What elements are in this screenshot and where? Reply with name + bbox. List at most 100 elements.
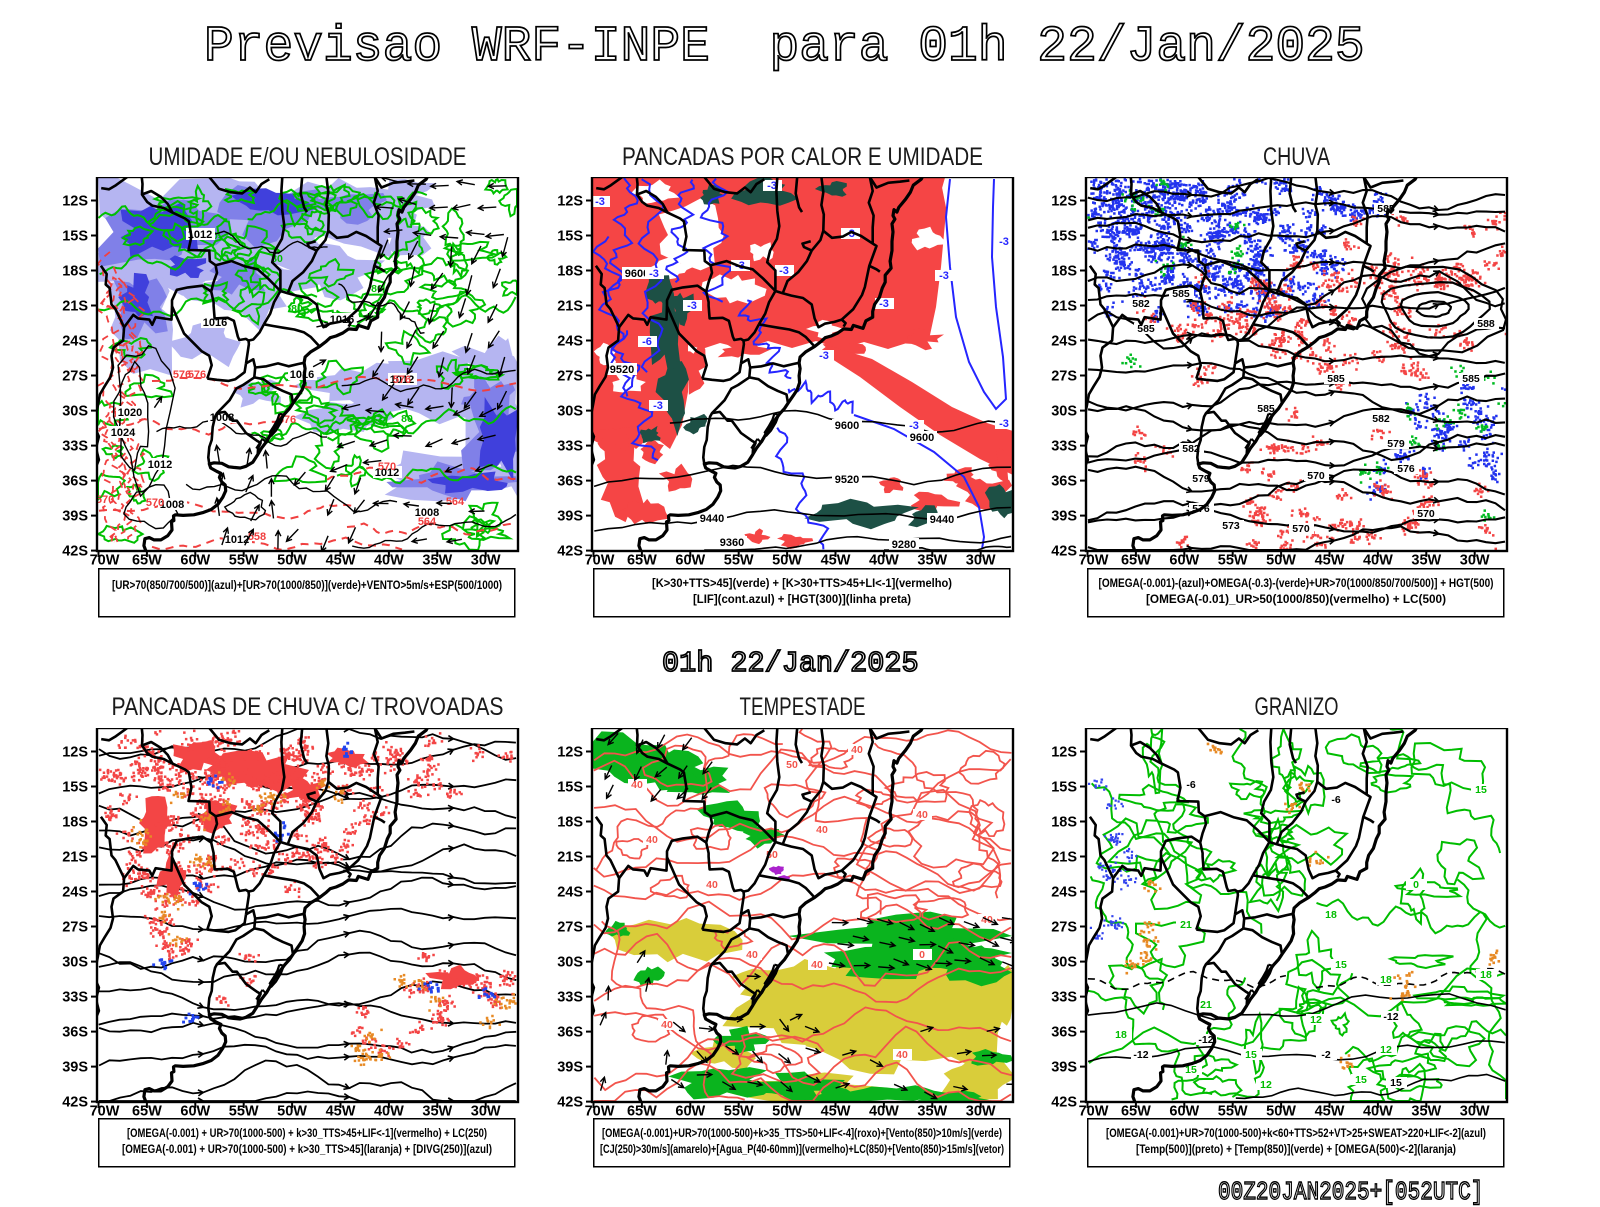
- svg-text:80: 80: [271, 253, 283, 265]
- svg-text:18: 18: [1115, 1029, 1127, 1041]
- svg-text:80: 80: [371, 283, 383, 295]
- svg-text:12: 12: [1380, 1044, 1392, 1056]
- svg-text:585: 585: [1462, 373, 1480, 385]
- svg-text:570: 570: [95, 494, 113, 506]
- svg-text:TEMPESTADE: TEMPESTADE: [740, 693, 866, 721]
- svg-text:UMIDADE E/OU NEBULOSIDADE: UMIDADE E/OU NEBULOSIDADE: [148, 143, 466, 171]
- svg-text:-3: -3: [1000, 418, 1010, 430]
- svg-text:-12: -12: [1198, 1034, 1213, 1046]
- svg-text:40: 40: [852, 744, 864, 756]
- svg-text:15: 15: [1475, 784, 1487, 796]
- svg-text:1016: 1016: [289, 369, 313, 381]
- svg-text:15: 15: [1185, 1064, 1197, 1076]
- svg-text:573: 573: [1222, 520, 1240, 532]
- svg-text:582: 582: [1372, 413, 1390, 425]
- svg-text:-6: -6: [1331, 794, 1340, 806]
- svg-text:585: 585: [1172, 288, 1190, 300]
- svg-text:-3: -3: [880, 298, 890, 310]
- svg-text:50: 50: [787, 759, 799, 771]
- svg-text:-3: -3: [768, 180, 778, 192]
- svg-text:40: 40: [662, 1019, 674, 1031]
- svg-text:576: 576: [172, 369, 190, 381]
- svg-text:-6: -6: [1186, 779, 1195, 791]
- svg-text:1012: 1012: [389, 374, 413, 386]
- svg-text:1012: 1012: [374, 467, 398, 479]
- svg-text:570: 570: [145, 497, 163, 509]
- svg-text:-12: -12: [1383, 1011, 1398, 1023]
- svg-text:576: 576: [392, 374, 410, 386]
- svg-text:18: 18: [1480, 969, 1492, 981]
- svg-text:-3: -3: [654, 400, 664, 412]
- svg-text:582: 582: [1182, 443, 1200, 455]
- svg-text:9440: 9440: [700, 513, 724, 525]
- svg-text:[Temp(500)](preto) + [Temp(850: [Temp(500)](preto) + [Temp(850)](verde) …: [1136, 1144, 1456, 1156]
- svg-text:1012: 1012: [147, 459, 171, 471]
- svg-text:570: 570: [1292, 523, 1310, 535]
- svg-text:40: 40: [747, 949, 759, 961]
- svg-text:15: 15: [1245, 1049, 1257, 1061]
- svg-text:1008: 1008: [159, 499, 183, 511]
- svg-text:[UR>70(850/700/500)](azul)+[UR: [UR>70(850/700/500)](azul)+[UR>70(1000/8…: [112, 580, 502, 592]
- svg-text:[OMEGA(-0.001)+UR>70(1000-500): [OMEGA(-0.001)+UR>70(1000-500)+k>35_TTS>…: [602, 1128, 1002, 1140]
- svg-text:21: 21: [1200, 999, 1212, 1011]
- svg-text:588: 588: [1477, 318, 1495, 330]
- svg-text:9280: 9280: [892, 539, 916, 551]
- svg-text:80: 80: [401, 413, 413, 425]
- svg-text:-3: -3: [1000, 236, 1010, 248]
- svg-text:0: 0: [1413, 879, 1419, 891]
- svg-text:9360: 9360: [720, 537, 744, 549]
- svg-text:18: 18: [1325, 909, 1337, 921]
- svg-text:-3: -3: [596, 196, 606, 208]
- svg-text:9440: 9440: [930, 514, 954, 526]
- svg-text:40: 40: [647, 834, 659, 846]
- svg-text:-12: -12: [1133, 1049, 1148, 1061]
- svg-text:570: 570: [1307, 470, 1325, 482]
- svg-text:-3: -3: [780, 265, 790, 277]
- svg-text:570: 570: [377, 461, 395, 473]
- svg-text:PANCADAS POR CALOR E UMIDADE: PANCADAS POR CALOR E UMIDADE: [622, 143, 983, 171]
- svg-text:40: 40: [917, 809, 929, 821]
- svg-text:-2: -2: [1321, 1049, 1330, 1061]
- svg-text:15: 15: [1390, 1077, 1402, 1089]
- svg-text:9520: 9520: [835, 474, 859, 486]
- svg-text:[CJ(250)>30m/s](amarelo)+[Agua: [CJ(250)>30m/s](amarelo)+[Agua_P(40-60mm…: [600, 1144, 1004, 1156]
- svg-text:9600: 9600: [835, 420, 859, 432]
- svg-text:50: 50: [767, 849, 779, 861]
- svg-text:1024: 1024: [110, 427, 135, 439]
- svg-text:1020: 1020: [117, 407, 141, 419]
- svg-text:0: 0: [919, 949, 925, 961]
- svg-text:[OMEGA(-0.001)-(azul)+OMEGA(-0: [OMEGA(-0.001)-(azul)+OMEGA(-0.3)-(verde…: [1098, 578, 1493, 590]
- svg-text:15: 15: [1355, 1074, 1367, 1086]
- svg-text:564: 564: [417, 516, 436, 528]
- svg-text:-3: -3: [820, 350, 830, 362]
- svg-text:564: 564: [445, 496, 464, 508]
- svg-text:15: 15: [1335, 959, 1347, 971]
- svg-text:[OMEGA(-0.001) + UR>70(1000-50: [OMEGA(-0.001) + UR>70(1000-500) + k>30_…: [127, 1128, 487, 1140]
- svg-text:576: 576: [187, 369, 205, 381]
- svg-text:40: 40: [897, 1049, 909, 1061]
- svg-text:1012: 1012: [187, 229, 211, 241]
- svg-text:558: 558: [247, 531, 265, 543]
- svg-text:[OMEGA(-0.01)_UR>50(1000/850)(: [OMEGA(-0.01)_UR>50(1000/850)(vermelho) …: [1146, 594, 1446, 606]
- svg-text:[LIF](cont.azul) + [HGT(300)](: [LIF](cont.azul) + [HGT(300)](linha pret…: [693, 594, 911, 606]
- svg-text:585: 585: [1327, 373, 1345, 385]
- svg-text:40: 40: [812, 959, 824, 971]
- svg-text:90: 90: [326, 203, 338, 215]
- svg-text:-6: -6: [643, 336, 653, 348]
- svg-text:[K>30+TTS>45](verde) + [K>30+T: [K>30+TTS>45](verde) + [K>30+TTS>45+LI<-…: [652, 578, 952, 590]
- svg-text:1012: 1012: [224, 534, 248, 546]
- svg-text:CHUVA: CHUVA: [1263, 143, 1330, 171]
- svg-text:18: 18: [1380, 974, 1392, 986]
- svg-text:40: 40: [707, 879, 719, 891]
- svg-text:-3: -3: [650, 268, 660, 280]
- svg-text:-3: -3: [940, 270, 950, 282]
- svg-text:12: 12: [1310, 1014, 1322, 1026]
- svg-text:-3: -3: [910, 420, 920, 432]
- svg-text:PANCADAS DE CHUVA C/ TROVOADAS: PANCADAS DE CHUVA C/ TROVOADAS: [111, 693, 503, 721]
- svg-text:1008: 1008: [414, 507, 438, 519]
- svg-text:[OMEGA(-0.001)+UR>70(1000-500): [OMEGA(-0.001)+UR>70(1000-500)+k<60+TTS>…: [1106, 1128, 1486, 1140]
- svg-text:12: 12: [1260, 1079, 1272, 1091]
- svg-text:21: 21: [1180, 919, 1192, 931]
- svg-text:579: 579: [1387, 438, 1405, 450]
- svg-text:579: 579: [1192, 473, 1210, 485]
